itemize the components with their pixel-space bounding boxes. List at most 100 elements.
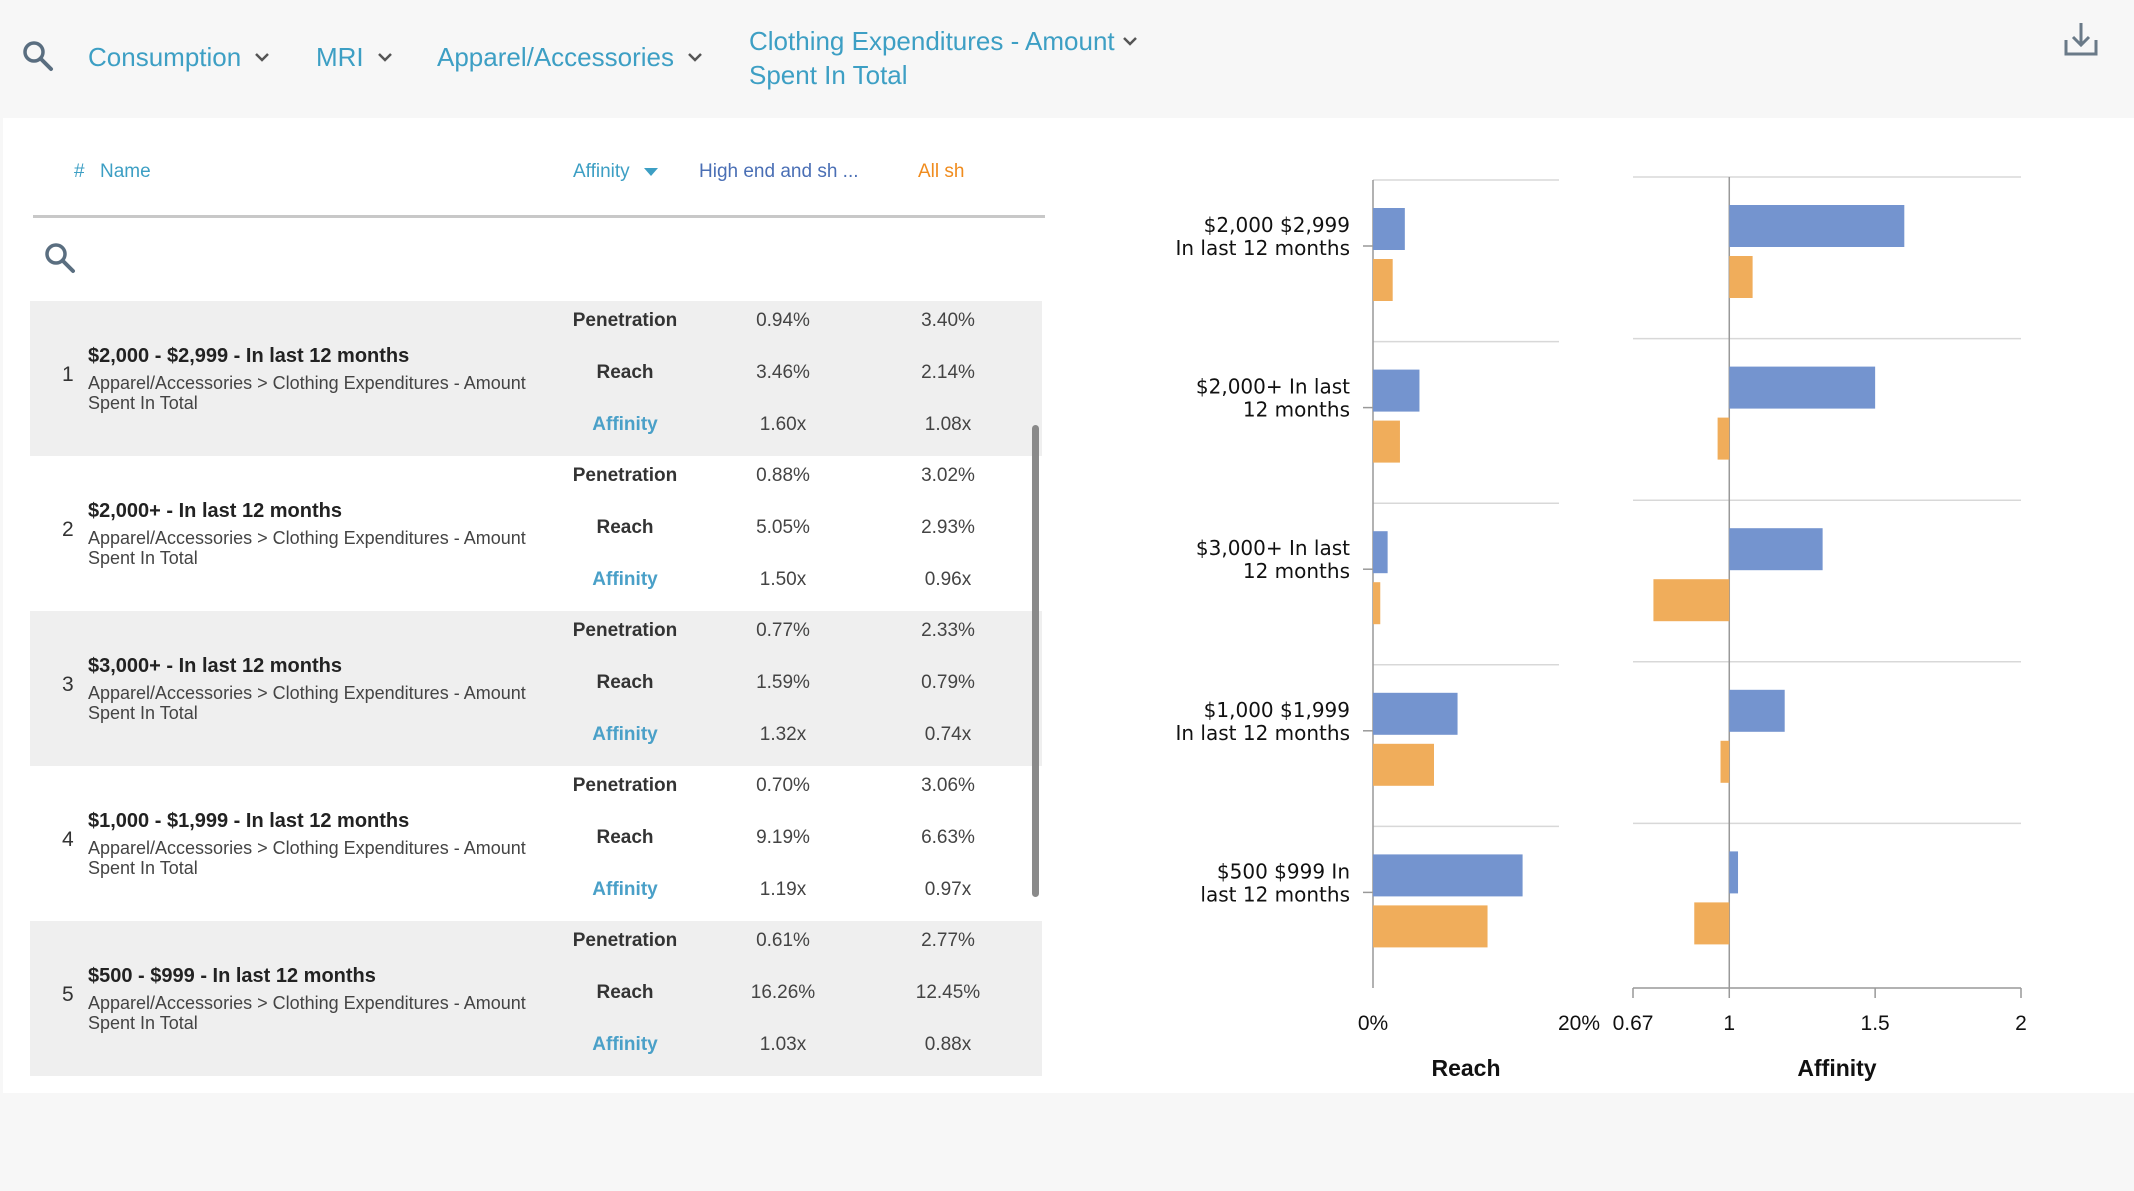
metric-label-penetration: Penetration [572,465,678,486]
category-label: $500 $999 In last 12 months [1200,859,1350,906]
metric-label-reach: Reach [596,982,654,1003]
category-label-line: last 12 months [1200,882,1350,906]
breadcrumb-label: Apparel/Accessories [437,42,674,72]
metric-label-penetration: Penetration [572,310,678,331]
breadcrumb-label: Consumption [88,42,242,72]
table-row[interactable]: 1 $2,000 - $2,999 - In last 12 months Ap… [30,301,1042,456]
cell-value: 9.19% [756,827,810,848]
affinity-axis-label: Affinity [1797,1055,1876,1081]
metric-label-reach: Reach [596,517,654,538]
table-row[interactable]: 2 $2,000+ - In last 12 months Apparel/Ac… [30,456,1042,611]
breadcrumb-consumption[interactable]: Consumption [88,40,273,74]
cell-value: 1.50x [759,569,807,590]
affinity-bar-blue [1729,205,1905,247]
cell-value: 3.06% [921,775,975,796]
category-label: $2,000+ In last 12 months [1196,375,1350,422]
metric-label-affinity: Affinity [592,414,658,435]
breadcrumb-mri[interactable]: MRI [316,40,396,74]
row-number: 5 [62,983,74,1006]
cell-value: 16.26% [750,982,816,1003]
category-label: $1,000 $1,999 In last 12 months [1175,698,1350,745]
row-title: $2,000 - $2,999 - In last 12 months [88,345,410,367]
affinity-bar-orange [1729,256,1753,298]
cell-value: 0.61% [756,930,810,951]
reach-bar-blue [1373,369,1420,412]
cell-value: 3.40% [921,310,975,331]
cell-value: 1.03x [759,1034,807,1055]
row-title: $3,000+ - In last 12 months [88,655,342,677]
sort-caret-icon [643,168,658,176]
metric-label-affinity: Affinity [592,1034,658,1055]
category-label-line: $2,000 $2,999 [1204,213,1350,237]
category-label-line: $1,000 $1,999 [1204,698,1350,722]
cell-value: 0.88% [756,465,810,486]
category-label-line: $500 $999 In [1217,859,1350,883]
reach-tick-label: 0% [1358,1012,1388,1035]
cell-value: 0.74x [924,724,972,745]
column-header-number[interactable]: # [74,161,85,182]
column-header-all-shoppers[interactable]: All sh [918,161,965,182]
table-scrollbar[interactable] [1032,425,1039,897]
affinity-bar-orange [1717,417,1730,460]
table-header: # Name Affinity High end and sh ... All … [33,118,1045,218]
metric-label-reach: Reach [596,827,654,848]
cell-value: 1.08x [924,414,972,435]
row-number: 3 [62,673,74,696]
breadcrumb-apparel-accessories[interactable]: Apparel/Accessories [437,40,706,74]
metric-label-reach: Reach [596,362,654,383]
metric-label-affinity: Affinity [592,569,658,590]
download-icon[interactable] [2063,20,2099,58]
category-label: $3,000+ In last 12 months [1196,536,1350,583]
affinity-bar-orange [1653,579,1730,622]
cell-value: 0.77% [756,620,810,641]
cell-value: 1.59% [756,672,810,693]
category-label-line: In last 12 months [1175,236,1350,260]
cell-value: 1.19x [759,879,807,900]
affinity-tick-label: 0.67 [1613,1012,1654,1035]
row-title: $2,000+ - In last 12 months [88,500,342,522]
row-path: Apparel/Accessories > Clothing Expenditu… [88,373,526,413]
row-title: $1,000 - $1,999 - In last 12 months [88,810,410,832]
cell-value: 1.60x [759,414,807,435]
category-label: $2,000 $2,999 In last 12 months [1175,213,1350,260]
row-path: Apparel/Accessories > Clothing Expenditu… [88,993,526,1033]
reach-bar-blue [1373,208,1405,250]
category-label-line: $3,000+ In last [1196,536,1350,560]
category-label-line: 12 months [1243,398,1350,422]
affinity-bar-blue [1729,689,1785,732]
cell-value: 0.79% [921,672,975,693]
chevron-down-icon [1123,37,1137,46]
row-number: 2 [62,518,74,541]
table-row[interactable]: 5 $500 - $999 - In last 12 months Appare… [30,921,1042,1076]
row-title: $500 - $999 - In last 12 months [88,965,376,987]
reach-bar-blue [1373,854,1523,897]
column-header-high-end[interactable]: High end and sh ... [699,161,859,182]
reach-axis-label: Reach [1431,1055,1500,1081]
cell-value: 6.63% [921,827,975,848]
reach-tick-label: 20% [1558,1012,1600,1035]
table-row[interactable]: 4 $1,000 - $1,999 - In last 12 months Ap… [30,766,1042,921]
column-header-affinity-sort[interactable]: Affinity [573,160,658,184]
metric-label-affinity: Affinity [592,879,658,900]
cell-value: 0.70% [756,775,810,796]
cell-value: 3.46% [756,362,810,383]
breadcrumb-clothing-expenditures[interactable]: Clothing Expenditures - Amount Spent In … [749,24,1141,92]
cell-value: 1.32x [759,724,807,745]
reach-affinity-chart: $2,000 $2,999 In last 12 months $2,000+ In… [1175,176,2027,1081]
cell-value: 0.96x [924,569,972,590]
cell-value: 2.14% [921,362,975,383]
row-path: Apparel/Accessories > Clothing Expenditu… [88,528,526,568]
cell-value: 2.33% [921,620,975,641]
metric-label-penetration: Penetration [572,620,678,641]
reach-bar-orange [1373,905,1488,948]
affinity-bar-orange [1694,902,1730,945]
cell-value: 2.93% [921,517,975,538]
table-row[interactable]: 3 $3,000+ - In last 12 months Apparel/Ac… [30,611,1042,766]
metric-label-penetration: Penetration [572,930,678,951]
row-number: 4 [62,828,74,851]
chevron-down-icon [255,53,270,62]
cell-value: 5.05% [756,517,810,538]
search-icon[interactable] [44,242,76,274]
search-icon[interactable] [22,40,54,72]
column-header-name[interactable]: Name [100,161,151,182]
